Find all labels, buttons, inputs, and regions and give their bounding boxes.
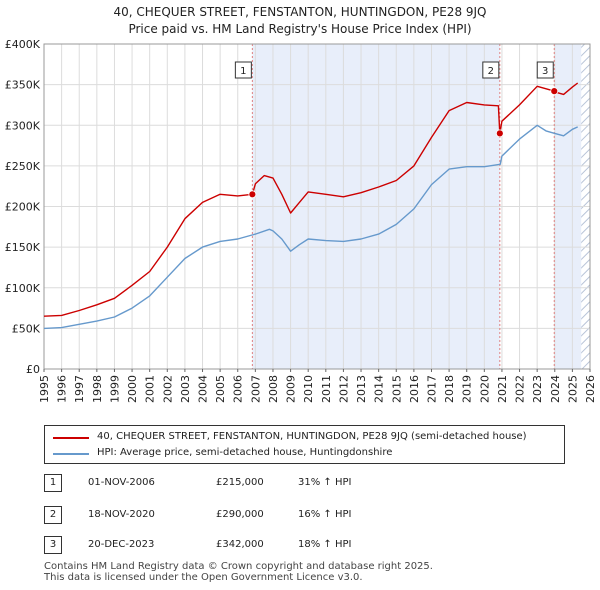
- sale-point-3: [550, 87, 559, 96]
- x-tick-label: 2018: [443, 375, 456, 403]
- sale-hpi-change: 18% ↑ HPI: [298, 539, 352, 550]
- sale-row-3: 3 20-DEC-2023 £342,000 18% ↑ HPI: [44, 536, 564, 556]
- footer-licence: This data is licensed under the Open Gov…: [44, 572, 363, 583]
- sale-number: 3: [44, 536, 62, 554]
- sale-hpi-change: 16% ↑ HPI: [298, 509, 352, 520]
- y-tick-label: £200K: [5, 201, 41, 214]
- sale-date: 01-NOV-2006: [88, 477, 155, 488]
- hpi-line: [43, 124, 578, 330]
- x-tick-label: 2023: [531, 375, 544, 403]
- legend-label-property: 40, CHEQUER STREET, FENSTANTON, HUNTINGD…: [97, 431, 527, 442]
- sale-label-1: 1: [240, 66, 246, 77]
- y-tick-label: £250K: [5, 160, 41, 173]
- legend: 40, CHEQUER STREET, FENSTANTON, HUNTINGD…: [44, 425, 565, 464]
- y-tick-label: £100K: [5, 282, 41, 295]
- legend-label-hpi: HPI: Average price, semi-detached house,…: [97, 447, 393, 458]
- plot-frame: [43, 43, 591, 370]
- sale-price: £215,000: [216, 477, 264, 488]
- sale-label-3: 3: [542, 66, 548, 77]
- x-tick-label: 1998: [91, 375, 104, 403]
- x-tick-label: 2001: [144, 375, 157, 403]
- x-tick-label: 2014: [373, 375, 386, 403]
- chart-title: 40, CHEQUER STREET, FENSTANTON, HUNTINGD…: [113, 5, 487, 19]
- chart-subtitle: Price paid vs. HM Land Registry's House …: [128, 22, 472, 36]
- sale-number: 1: [44, 474, 62, 492]
- x-tick-label: 2007: [249, 375, 262, 403]
- sale-point-1: [248, 190, 257, 199]
- y-tick-label: £50K: [12, 322, 41, 335]
- x-tick-label: 2025: [566, 375, 579, 403]
- x-tick-label: 1996: [56, 375, 69, 403]
- y-tick-label: £400K: [5, 38, 41, 51]
- x-tick-label: 1999: [108, 375, 121, 403]
- sale-label-box-2: [482, 61, 500, 79]
- x-tick-label: 2012: [337, 375, 350, 403]
- x-tick-label: 2000: [126, 375, 139, 403]
- sale-row-1: 1 01-NOV-2006 £215,000 31% ↑ HPI: [44, 474, 564, 494]
- sale-label-2: 2: [488, 66, 494, 77]
- y-tick-label: £150K: [5, 241, 41, 254]
- x-tick-label: 2013: [355, 375, 368, 403]
- sale-label-box-1: [234, 61, 252, 79]
- sale-date: 18-NOV-2020: [88, 509, 155, 520]
- sale-hpi-change: 31% ↑ HPI: [298, 477, 352, 488]
- y-tick-label: £350K: [5, 79, 41, 92]
- x-tick-label: 2017: [425, 375, 438, 403]
- sale-date: 20-DEC-2023: [88, 539, 155, 550]
- x-tick-label: 2010: [302, 375, 315, 403]
- price-chart: £0 £50K £100K £150K £200K £250K £300K £350K £400…: [5, 38, 597, 403]
- x-tick-label: 2006: [232, 375, 245, 403]
- footer-copyright: Contains HM Land Registry data © Crown c…: [44, 561, 433, 572]
- legend-swatch-property: [53, 437, 89, 439]
- x-tick-label: 2011: [320, 375, 333, 403]
- x-tick-label: 2015: [390, 375, 403, 403]
- x-tick-label: 2002: [161, 375, 174, 403]
- sale-point-2: [495, 129, 504, 138]
- y-tick-label: £0: [26, 363, 40, 376]
- sale-row-2: 2 18-NOV-2020 £290,000 16% ↑ HPI: [44, 506, 564, 526]
- property-price-line: [43, 82, 579, 317]
- x-tick-label: 1995: [38, 375, 51, 403]
- x-tick-label: 2026: [584, 375, 597, 403]
- sale-label-box-3: [536, 61, 554, 79]
- x-tick-label: 2009: [285, 375, 298, 403]
- x-tick-label: 2008: [267, 375, 280, 403]
- x-tick-label: 2019: [461, 375, 474, 403]
- x-tick-label: 2003: [179, 375, 192, 403]
- x-tick-label: 2016: [408, 375, 421, 403]
- legend-swatch-hpi: [53, 453, 89, 455]
- sale-price: £342,000: [216, 539, 264, 550]
- x-tick-label: 1997: [73, 375, 86, 403]
- x-tick-label: 2021: [496, 375, 509, 403]
- x-tick-label: 2005: [214, 375, 227, 403]
- x-tick-label: 2020: [478, 375, 491, 403]
- y-tick-label: £300K: [5, 119, 41, 132]
- x-tick-label: 2004: [197, 375, 210, 403]
- x-tick-label: 2022: [514, 375, 527, 403]
- sale-price: £290,000: [216, 509, 264, 520]
- x-tick-label: 2024: [549, 375, 562, 403]
- sale-number: 2: [44, 506, 62, 524]
